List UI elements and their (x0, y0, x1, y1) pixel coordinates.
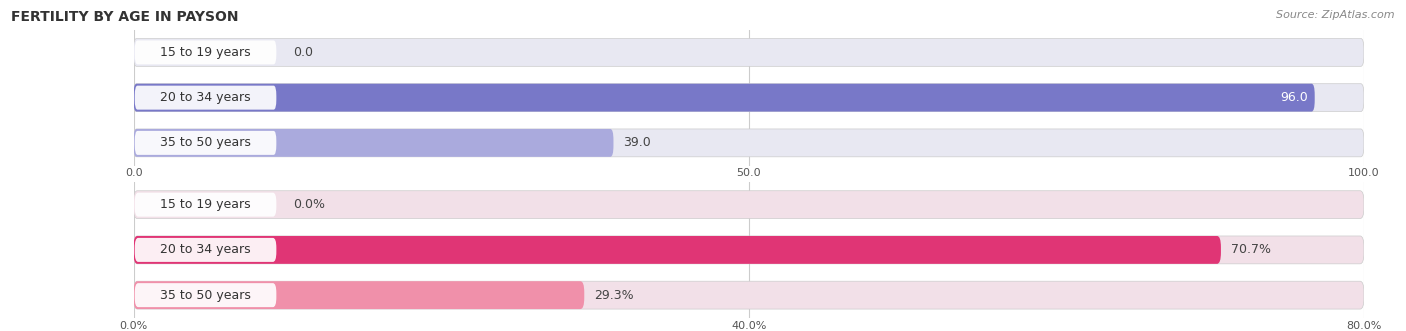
Text: Source: ZipAtlas.com: Source: ZipAtlas.com (1277, 10, 1395, 20)
FancyBboxPatch shape (134, 129, 1364, 157)
FancyBboxPatch shape (135, 238, 277, 262)
Text: 96.0: 96.0 (1281, 91, 1309, 104)
FancyBboxPatch shape (135, 283, 277, 307)
Text: 15 to 19 years: 15 to 19 years (160, 46, 250, 59)
Text: FERTILITY BY AGE IN PAYSON: FERTILITY BY AGE IN PAYSON (11, 10, 239, 24)
FancyBboxPatch shape (134, 129, 613, 157)
FancyBboxPatch shape (134, 84, 1315, 112)
Text: 20 to 34 years: 20 to 34 years (160, 91, 250, 104)
Text: 20 to 34 years: 20 to 34 years (160, 243, 250, 257)
Text: 0.0: 0.0 (294, 46, 314, 59)
FancyBboxPatch shape (135, 40, 277, 65)
Text: 35 to 50 years: 35 to 50 years (160, 289, 252, 302)
FancyBboxPatch shape (135, 193, 277, 217)
FancyBboxPatch shape (134, 38, 1364, 66)
Text: 15 to 19 years: 15 to 19 years (160, 198, 250, 211)
FancyBboxPatch shape (134, 236, 1220, 264)
Text: 70.7%: 70.7% (1230, 243, 1271, 257)
FancyBboxPatch shape (134, 281, 1364, 309)
FancyBboxPatch shape (135, 131, 277, 155)
Text: 29.3%: 29.3% (593, 289, 634, 302)
FancyBboxPatch shape (134, 236, 1364, 264)
Text: 0.0%: 0.0% (294, 198, 326, 211)
FancyBboxPatch shape (134, 191, 1364, 218)
FancyBboxPatch shape (135, 86, 277, 110)
Text: 39.0: 39.0 (623, 136, 651, 149)
Text: 35 to 50 years: 35 to 50 years (160, 136, 252, 149)
FancyBboxPatch shape (134, 84, 1364, 112)
FancyBboxPatch shape (134, 281, 585, 309)
